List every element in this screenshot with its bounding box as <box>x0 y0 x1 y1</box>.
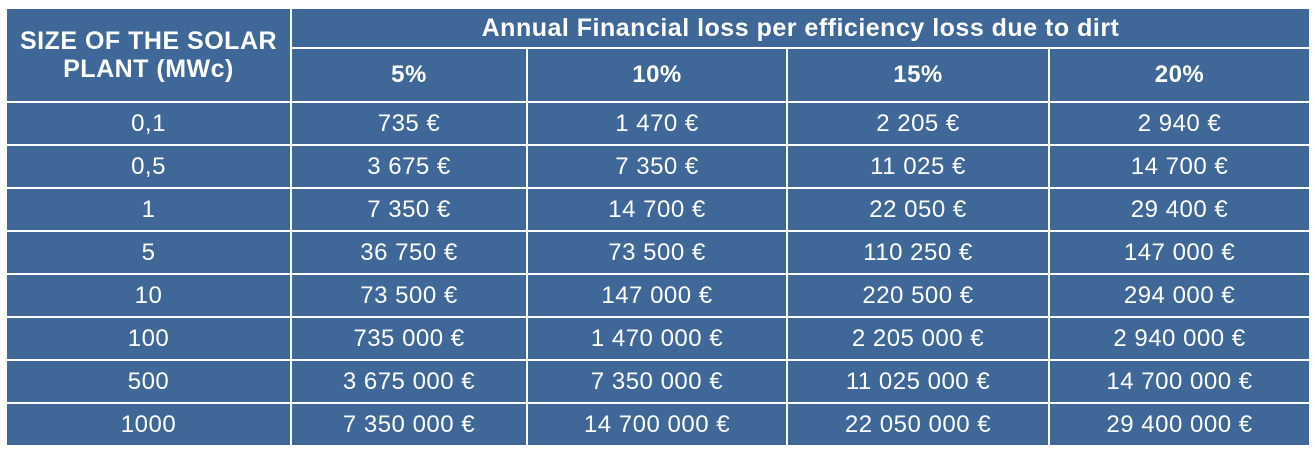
loss-cell: 147 000 € <box>526 273 788 318</box>
loss-cell: 14 700 000 € <box>1048 359 1311 404</box>
plant-size-cell: 1 <box>5 187 292 232</box>
loss-cell: 2 205 € <box>786 101 1050 146</box>
plant-size-cell: 10 <box>5 273 292 318</box>
loss-cell: 2 205 000 € <box>786 316 1050 361</box>
plant-size-column-header: SIZE OF THE SOLAR PLANT (MWc) <box>5 7 292 103</box>
loss-cell: 22 050 € <box>786 187 1050 232</box>
loss-cell: 1 470 € <box>526 101 788 146</box>
loss-cell: 7 350 € <box>290 187 528 232</box>
loss-cell: 11 025 € <box>786 144 1050 189</box>
plant-size-cell: 5 <box>5 230 292 275</box>
plant-size-cell: 500 <box>5 359 292 404</box>
loss-cell: 73 500 € <box>526 230 788 275</box>
loss-cell: 220 500 € <box>786 273 1050 318</box>
column-header-15pct: 15% <box>786 47 1050 103</box>
column-header-10pct: 10% <box>526 47 788 103</box>
table-row: 5 36 750 € 73 500 € 110 250 € 147 000 € <box>5 230 1311 275</box>
loss-cell: 7 350 € <box>526 144 788 189</box>
loss-cell: 11 025 000 € <box>786 359 1050 404</box>
loss-cell: 147 000 € <box>1048 230 1311 275</box>
plant-size-cell: 0,1 <box>5 101 292 146</box>
table-row: 1 7 350 € 14 700 € 22 050 € 29 400 € <box>5 187 1311 232</box>
loss-cell: 22 050 000 € <box>786 402 1050 447</box>
table-row: 1000 7 350 000 € 14 700 000 € 22 050 000… <box>5 402 1311 447</box>
loss-cell: 29 400 000 € <box>1048 402 1311 447</box>
column-header-20pct: 20% <box>1048 47 1311 103</box>
plant-size-cell: 1000 <box>5 402 292 447</box>
loss-cell: 14 700 000 € <box>526 402 788 447</box>
financial-loss-table-container: SIZE OF THE SOLAR PLANT (MWc) Annual Fin… <box>5 7 1311 447</box>
table-row: 10 73 500 € 147 000 € 220 500 € 294 000 … <box>5 273 1311 318</box>
table-row: 500 3 675 000 € 7 350 000 € 11 025 000 €… <box>5 359 1311 404</box>
plant-size-cell: 0,5 <box>5 144 292 189</box>
loss-cell: 14 700 € <box>1048 144 1311 189</box>
loss-cell: 73 500 € <box>290 273 528 318</box>
annual-loss-group-header: Annual Financial loss per efficiency los… <box>290 7 1311 49</box>
loss-cell: 36 750 € <box>290 230 528 275</box>
loss-cell: 1 470 000 € <box>526 316 788 361</box>
loss-cell: 3 675 € <box>290 144 528 189</box>
loss-cell: 735 € <box>290 101 528 146</box>
table-row: 0,5 3 675 € 7 350 € 11 025 € 14 700 € <box>5 144 1311 189</box>
loss-cell: 7 350 000 € <box>526 359 788 404</box>
table-row: 0,1 735 € 1 470 € 2 205 € 2 940 € <box>5 101 1311 146</box>
table-header: SIZE OF THE SOLAR PLANT (MWc) Annual Fin… <box>5 7 1311 103</box>
loss-cell: 294 000 € <box>1048 273 1311 318</box>
loss-cell: 110 250 € <box>786 230 1050 275</box>
financial-loss-table: SIZE OF THE SOLAR PLANT (MWc) Annual Fin… <box>5 7 1311 447</box>
loss-cell: 7 350 000 € <box>290 402 528 447</box>
loss-cell: 735 000 € <box>290 316 528 361</box>
loss-cell: 2 940 000 € <box>1048 316 1311 361</box>
loss-cell: 2 940 € <box>1048 101 1311 146</box>
table-body: 0,1 735 € 1 470 € 2 205 € 2 940 € 0,5 3 … <box>5 101 1311 447</box>
loss-cell: 14 700 € <box>526 187 788 232</box>
column-header-5pct: 5% <box>290 47 528 103</box>
loss-cell: 29 400 € <box>1048 187 1311 232</box>
loss-cell: 3 675 000 € <box>290 359 528 404</box>
plant-size-cell: 100 <box>5 316 292 361</box>
table-row: 100 735 000 € 1 470 000 € 2 205 000 € 2 … <box>5 316 1311 361</box>
